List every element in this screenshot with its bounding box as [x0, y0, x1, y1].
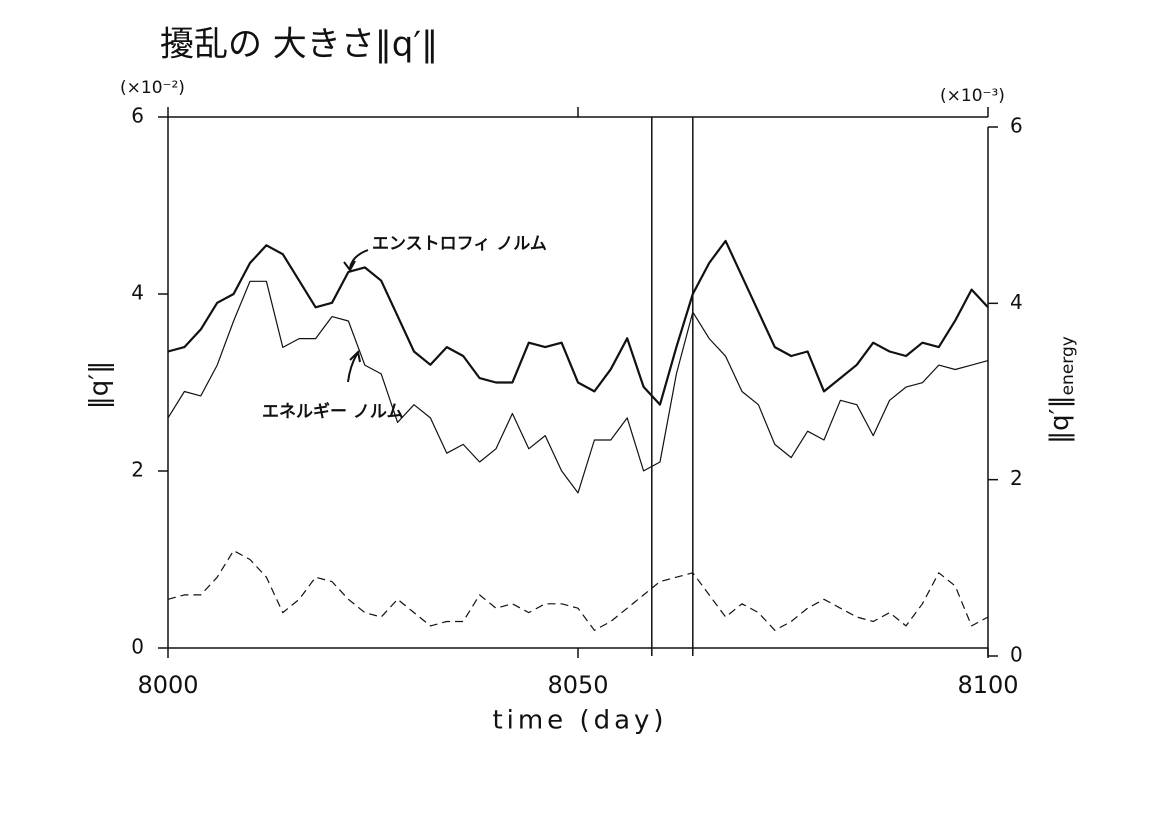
- x-axis-label: time (day): [492, 706, 667, 736]
- y2-tick-label: 6: [1010, 114, 1023, 138]
- x-tick-label: 8100: [957, 671, 1018, 699]
- series-line: [167, 280, 989, 494]
- y2-unit: (×10⁻³): [940, 86, 1005, 106]
- series-line: [167, 239, 989, 406]
- y-tick-label: 6: [131, 104, 144, 128]
- y-tick-label: 0: [131, 635, 144, 659]
- y-tick-label: 2: [131, 458, 144, 482]
- series-line: [167, 550, 989, 631]
- y2-tick-label: 2: [1010, 466, 1023, 490]
- y2-tick-label: 0: [1010, 643, 1023, 667]
- y2-axis-label-sub: energy: [1058, 336, 1078, 395]
- annotation-arrow: [343, 249, 369, 272]
- y2-axis-label: ‖q′‖energy: [1045, 336, 1079, 444]
- x-tick-label: 8050: [547, 671, 608, 699]
- annotation: エネルギー ノルム: [262, 402, 404, 422]
- y-tick-label: 4: [131, 281, 144, 305]
- annotation-arrow: [347, 349, 361, 383]
- y2-tick-label: 4: [1010, 290, 1023, 314]
- y-axis-label: ‖q′‖: [85, 361, 115, 409]
- y2-axis-label-main: ‖q′‖: [1045, 395, 1075, 443]
- chart-title: 擾乱の 大きさ‖q′‖: [160, 25, 438, 65]
- y-unit: (×10⁻²): [120, 78, 185, 98]
- annotation: エンストロフィ ノルム: [372, 234, 547, 254]
- x-tick-label: 8000: [137, 671, 198, 699]
